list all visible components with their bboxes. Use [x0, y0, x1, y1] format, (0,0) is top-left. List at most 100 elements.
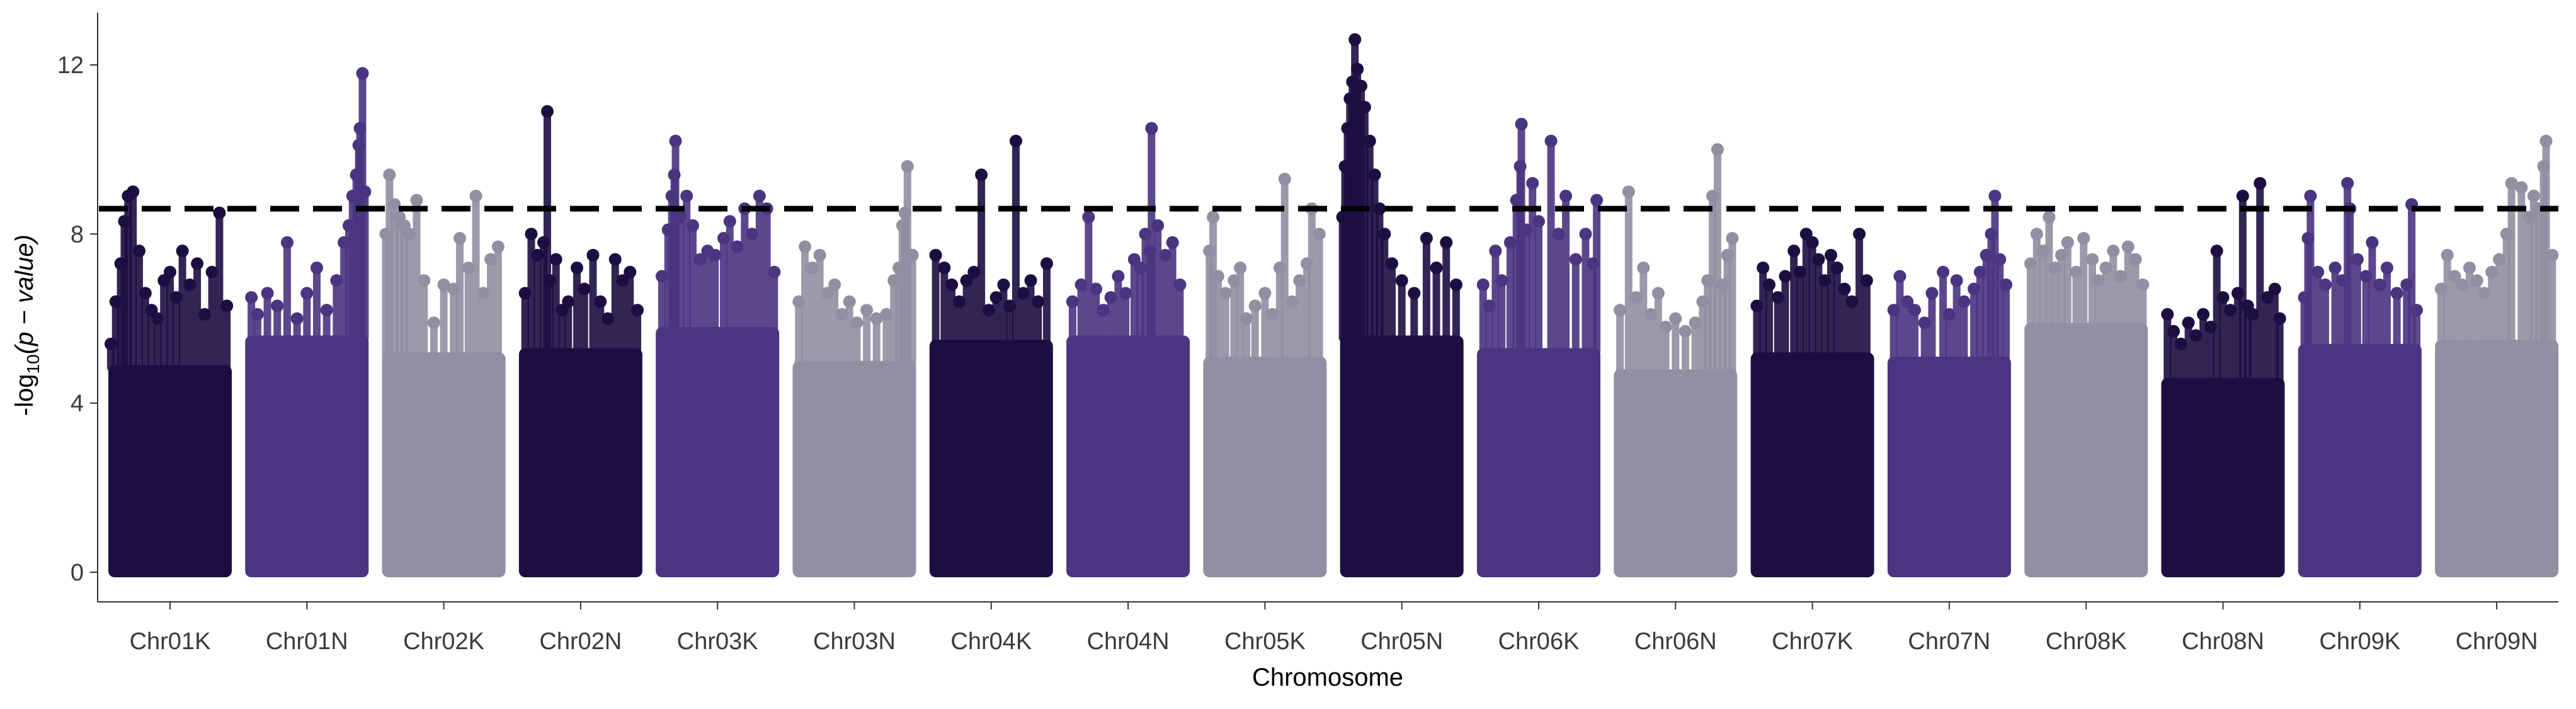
- data-point: [571, 262, 584, 274]
- data-point: [2129, 253, 2142, 266]
- data-point: [2328, 262, 2342, 274]
- data-point: [1373, 202, 1386, 216]
- data-point: [1145, 122, 1158, 135]
- y-tick-label: 8: [71, 221, 84, 248]
- data-point: [2043, 210, 2056, 224]
- data-point: [967, 265, 981, 279]
- data-point: [2470, 274, 2483, 287]
- data-point: [1937, 265, 1950, 279]
- data-point: [1942, 308, 1956, 321]
- data-point: [1211, 270, 1224, 283]
- data-point: [1476, 278, 1490, 291]
- data-point: [2304, 189, 2317, 202]
- data-point: [1779, 270, 1792, 283]
- data-point: [437, 278, 450, 291]
- data-point: [1112, 270, 1125, 283]
- data-point: [1893, 270, 1906, 283]
- data-point: [1669, 312, 1682, 325]
- chromosome-cluster-body: [792, 360, 916, 577]
- data-point: [1430, 262, 1443, 274]
- data-point: [2216, 291, 2230, 304]
- data-point: [1278, 173, 1291, 186]
- data-point: [2380, 262, 2393, 274]
- data-point: [1024, 274, 1037, 287]
- chromosome-cluster-body: [2298, 343, 2422, 577]
- data-point: [2456, 278, 2469, 291]
- chromosome-cluster-body: [656, 326, 780, 577]
- data-point: [2189, 329, 2203, 342]
- data-point: [1090, 282, 1103, 296]
- x-tick-label: Chr03K: [677, 628, 758, 655]
- data-point: [2197, 308, 2210, 321]
- x-tick-label: Chr07N: [1908, 628, 1990, 655]
- chromosome-cluster-body: [1203, 356, 1327, 577]
- data-point: [1771, 291, 1784, 304]
- data-point: [2373, 278, 2386, 291]
- data-point: [462, 262, 475, 274]
- data-point: [2505, 176, 2518, 190]
- data-point: [2061, 236, 2074, 249]
- data-point: [484, 253, 498, 266]
- data-point: [2463, 262, 2476, 274]
- data-point: [1993, 253, 2007, 266]
- x-tick-label: Chr04K: [950, 628, 1032, 655]
- data-point: [1355, 79, 1368, 93]
- data-point: [418, 274, 431, 287]
- data-point: [2410, 304, 2423, 317]
- data-point: [2121, 240, 2134, 253]
- data-points: [104, 33, 2559, 384]
- data-point: [945, 278, 959, 291]
- data-point: [1032, 295, 1045, 308]
- data-point: [1386, 257, 1399, 270]
- data-point: [1958, 295, 1971, 308]
- data-point: [383, 168, 396, 182]
- data-point: [1368, 168, 1381, 182]
- x-tick-label: Chr06N: [1634, 628, 1717, 655]
- data-point: [952, 295, 966, 308]
- data-point: [1234, 262, 1247, 274]
- data-point: [1166, 236, 1179, 249]
- data-point: [860, 304, 874, 317]
- data-point: [723, 215, 736, 228]
- data-point: [2099, 262, 2112, 274]
- data-point: [402, 228, 416, 241]
- data-point: [205, 265, 219, 279]
- data-point: [1988, 189, 2002, 202]
- chromosome-clusters: [108, 323, 2559, 577]
- data-point: [127, 185, 140, 199]
- data-point: [960, 274, 973, 287]
- chromosome-cluster-body: [1887, 356, 2011, 577]
- data-point: [2000, 278, 2013, 291]
- x-tick-label: Chr03N: [813, 628, 896, 655]
- data-point: [975, 168, 988, 182]
- data-point: [631, 304, 644, 317]
- data-point: [1119, 287, 1132, 300]
- y-tick-label: 0: [71, 560, 84, 586]
- data-point: [271, 299, 284, 313]
- data-point: [1378, 228, 1391, 241]
- data-point: [693, 253, 707, 266]
- data-point: [2366, 236, 2379, 249]
- data-point: [1918, 316, 1931, 330]
- data-point: [1240, 312, 1253, 325]
- data-point: [2515, 181, 2528, 194]
- data-point: [687, 219, 699, 232]
- data-point: [799, 240, 812, 253]
- x-tick-label: Chr05N: [1360, 628, 1443, 655]
- data-point: [1219, 287, 1232, 300]
- data-point: [1678, 325, 1692, 338]
- data-point: [1552, 228, 1565, 241]
- data-point: [1757, 262, 1770, 274]
- x-tick-label: Chr01K: [130, 628, 211, 655]
- data-point: [2546, 248, 2559, 262]
- data-point: [261, 287, 274, 300]
- data-point: [2254, 176, 2267, 190]
- data-point: [176, 245, 189, 258]
- data-point: [245, 291, 258, 304]
- data-point: [1363, 134, 1376, 147]
- data-point: [2493, 253, 2506, 266]
- chromosome-cluster-body: [2024, 323, 2148, 577]
- data-point: [1763, 278, 1775, 291]
- data-point: [616, 274, 629, 287]
